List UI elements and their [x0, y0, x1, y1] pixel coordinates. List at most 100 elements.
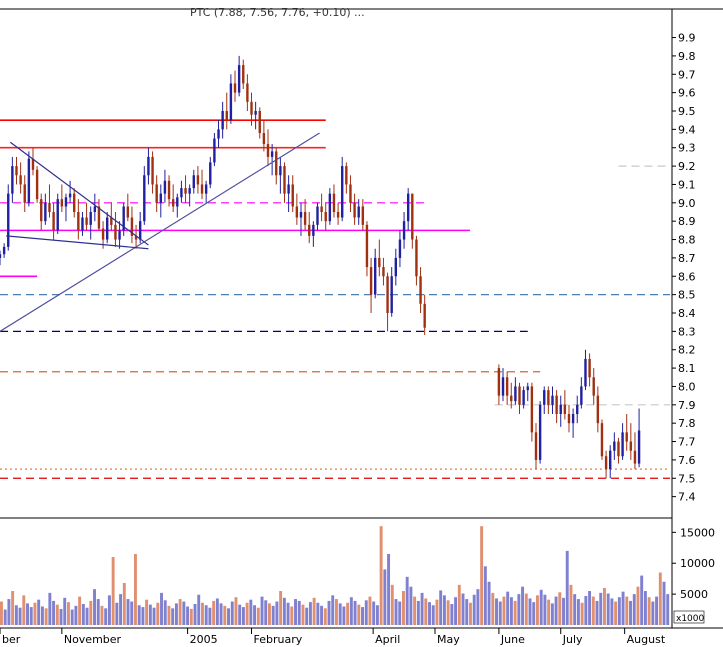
volume-bar: [89, 601, 92, 625]
candle-body: [423, 304, 425, 328]
candle-body: [61, 199, 63, 206]
price-tick-label: 8.4: [678, 307, 696, 320]
candle-body: [374, 258, 376, 295]
volume-bar: [398, 602, 401, 625]
volume-bar: [71, 610, 74, 625]
volume-bar: [402, 591, 405, 625]
volume-bar: [201, 603, 204, 625]
volume-bar: [584, 596, 587, 625]
candle-body: [114, 225, 116, 240]
x-tick-label: May: [437, 633, 460, 646]
candle-body: [386, 276, 388, 313]
volume-bar: [97, 599, 100, 625]
volume-bar: [581, 603, 584, 625]
volume-bar: [648, 597, 651, 625]
volume-bar: [302, 605, 305, 625]
candle-body: [300, 212, 302, 218]
volume-bar: [350, 597, 353, 625]
candle-body: [547, 390, 549, 405]
volume-bar: [480, 526, 483, 625]
price-tick-label: 7.5: [678, 472, 696, 485]
candle-body: [514, 386, 516, 401]
volume-bar: [168, 606, 171, 625]
volume-bar: [603, 588, 606, 625]
candle-body: [349, 184, 351, 202]
x-tick-label: July: [562, 633, 583, 646]
volume-bar: [596, 601, 599, 625]
candle-body: [506, 377, 508, 395]
candle-body: [630, 442, 632, 451]
volume-bar: [357, 605, 360, 625]
volume-bar: [268, 603, 271, 625]
candle-body: [147, 157, 149, 175]
price-tick-label: 9.2: [678, 160, 696, 173]
candle-body: [283, 166, 285, 194]
volume-bar: [78, 597, 81, 625]
volume-bar: [506, 592, 509, 625]
volume-bar: [540, 590, 543, 625]
volume-bar: [495, 598, 498, 625]
volume-bar: [551, 603, 554, 625]
candle-body: [44, 203, 46, 221]
volume-bar: [138, 605, 141, 625]
volume-bar: [369, 597, 372, 625]
candle-body: [572, 414, 574, 423]
volume-bar: [663, 582, 666, 625]
candle-body: [98, 206, 100, 228]
volume-bar: [238, 605, 241, 625]
candle-body: [543, 390, 545, 405]
candle-body: [576, 405, 578, 414]
volume-bar: [101, 606, 104, 625]
candle-body: [399, 240, 401, 258]
chart-title: PTC (7.88, 7.56, 7.76, +0.10) ...: [190, 6, 365, 19]
volume-bar: [60, 609, 63, 625]
candle-body: [325, 212, 327, 221]
candle-body: [560, 405, 562, 414]
volume-bar: [339, 603, 342, 625]
price-tick-label: 9.3: [678, 142, 696, 155]
volume-bar: [462, 594, 465, 626]
price-tick-label: 7.7: [678, 436, 696, 449]
volume-bar: [655, 597, 658, 625]
volume-bar: [15, 605, 18, 625]
volume-bar: [458, 585, 461, 625]
volume-bar: [517, 594, 520, 625]
price-tick-label: 7.8: [678, 417, 696, 430]
candle-body: [539, 405, 541, 460]
volume-bar: [380, 526, 383, 625]
candle-body: [502, 377, 504, 395]
volume-bar: [41, 606, 44, 625]
candle-body: [213, 139, 215, 163]
candle-body: [613, 442, 615, 451]
candle-body: [188, 188, 190, 194]
volume-bar: [666, 594, 669, 625]
candle-body: [242, 65, 244, 83]
volume-bar: [123, 583, 126, 625]
volume-tick-label: 5000: [680, 588, 708, 601]
volume-bar: [275, 602, 278, 625]
candle-body: [597, 396, 599, 424]
volume-bar: [428, 602, 431, 625]
candle-body: [217, 129, 219, 138]
volume-bar: [361, 607, 364, 625]
candle-body: [415, 240, 417, 277]
candle-body: [7, 194, 9, 247]
volume-bar: [298, 601, 301, 625]
volume-bar: [488, 582, 491, 625]
candle-body: [275, 151, 277, 175]
candle-body: [564, 405, 566, 414]
volume-bar: [37, 600, 40, 625]
volume-bar: [171, 608, 174, 625]
candle-body: [94, 206, 96, 212]
volume-bar: [197, 595, 200, 625]
candle-body: [15, 166, 17, 175]
volume-bar: [115, 603, 118, 625]
volume-bar: [74, 606, 77, 625]
x-tick-label: ber: [2, 633, 21, 646]
candle-body: [498, 368, 500, 396]
volume-bar: [194, 604, 197, 625]
volume-bar: [212, 601, 215, 625]
volume-bar: [19, 608, 22, 625]
price-tick-label: 8.9: [678, 215, 696, 228]
